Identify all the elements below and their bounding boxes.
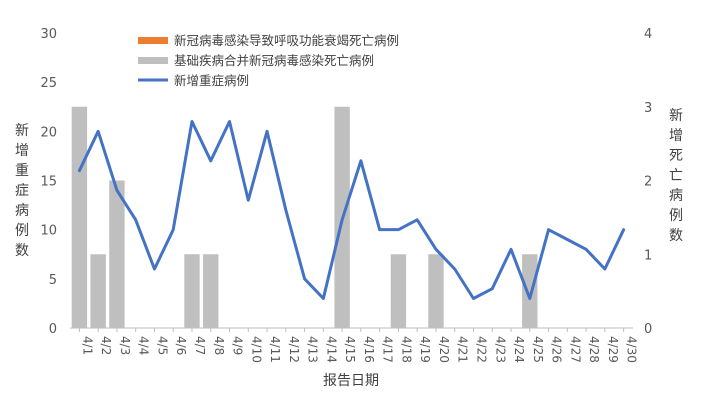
x-tick-label-4-13: 4/13 (306, 336, 320, 363)
x-tick-label-4-12: 4/12 (287, 336, 301, 363)
axis-title-char: 病 (669, 188, 683, 204)
x-tick-label-4-8: 4/8 (212, 336, 226, 355)
bar-underlying-4-3 (109, 180, 125, 328)
x-tick-label-4-17: 4/17 (381, 336, 395, 363)
y-right-tick-label: 3 (644, 101, 652, 116)
x-tick-label-4-6: 4/6 (174, 336, 188, 355)
y-right-tick-label: 4 (644, 27, 652, 42)
axis-title-char: 新 (669, 108, 683, 124)
bar-underlying-4-20 (428, 254, 444, 328)
axis-title-char: 症 (15, 183, 29, 199)
line-layer (77, 120, 626, 300)
axis-title-char: 增 (669, 128, 683, 144)
x-tick-label-4-21: 4/21 (456, 336, 470, 363)
y-left-tick-label: 10 (40, 224, 57, 239)
x-axis-title: 报告日期 (323, 373, 379, 389)
legend-swatch-respiratory-deaths (138, 37, 168, 44)
bar-underlying-4-18 (390, 254, 407, 328)
x-tick-label-4-14: 4/14 (324, 336, 338, 363)
bar-underlying-4-7 (184, 254, 200, 328)
x-tick-label-4-23: 4/23 (493, 336, 507, 363)
y-left-tick-label: 30 (40, 27, 57, 42)
x-tick-label-4-1: 4/1 (80, 336, 94, 355)
axis-title-char: 例 (15, 223, 29, 239)
axis-title-char: 新 (15, 123, 29, 139)
x-tick-label-4-11: 4/11 (268, 336, 282, 363)
y-left-tick-label: 20 (40, 125, 57, 140)
legend-label-respiratory-deaths: 新冠病毒感染导致呼吸功能衰竭死亡病例 (174, 33, 399, 48)
axis-title-char: 例 (669, 208, 683, 224)
x-tick-label-4-5: 4/5 (155, 336, 169, 355)
y-left-tick-label: 25 (40, 76, 57, 91)
line-severe-cases (77, 120, 626, 300)
legend-label-severe-cases: 新增重症病例 (174, 73, 249, 88)
axes-layer (70, 327, 633, 332)
axis-title-char: 死 (669, 148, 683, 164)
axis-title-char: 数 (15, 243, 29, 259)
x-tick-label-4-9: 4/9 (231, 336, 245, 355)
axis-title-char: 重 (15, 163, 29, 179)
bar-underlying-4-2 (90, 254, 106, 328)
x-tick-label-4-3: 4/3 (118, 336, 132, 355)
bar-underlying-4-8 (203, 254, 219, 328)
x-tick-label-4-30: 4/30 (625, 336, 639, 363)
x-tick-label-4-18: 4/18 (399, 336, 413, 363)
x-tick-label-4-15: 4/15 (343, 336, 357, 363)
x-tick-label-4-16: 4/16 (362, 336, 376, 363)
ticks-layer: 0 5 10 15 20 25 30 0 1 2 3 4 4/1 4/2 4/3 4/4 4/5 4/6 4/7 4/… (40, 27, 652, 363)
x-tick-label-4-10: 4/10 (249, 336, 263, 363)
y-left-tick-label: 5 (49, 273, 57, 288)
y-right-tick-label: 2 (644, 175, 652, 190)
x-tick-label-4-20: 4/20 (437, 336, 451, 363)
x-tick-label-4-29: 4/29 (606, 336, 620, 363)
x-tick-label-4-24: 4/24 (512, 336, 526, 363)
axis-title-char: 增 (15, 143, 29, 159)
axis-title-char: 亡 (669, 168, 683, 184)
x-tick-label-4-19: 4/19 (418, 336, 432, 363)
legend-swatch-underlying-deaths (138, 57, 168, 64)
x-tick-label-4-22: 4/22 (474, 336, 488, 363)
legend: 新冠病毒感染导致呼吸功能衰竭死亡病例 基础疾病合并新冠病毒感染死亡病例 新增重症… (138, 33, 399, 88)
x-tick-label-4-4: 4/4 (137, 336, 151, 355)
x-tick-label-4-27: 4/27 (568, 336, 582, 363)
y-left-tick-label: 0 (49, 322, 57, 337)
bars-layer (71, 106, 538, 328)
x-tick-label-4-26: 4/26 (550, 336, 564, 363)
y-right-tick-label: 1 (644, 248, 652, 263)
x-tick-label-4-25: 4/25 (531, 336, 545, 363)
bar-underlying-4-25 (522, 254, 538, 328)
y-right-tick-label: 0 (644, 322, 652, 337)
legend-label-underlying-deaths: 基础疾病合并新冠病毒感染死亡病例 (174, 53, 374, 68)
y-left-tick-label: 15 (40, 175, 57, 190)
x-tick-label-4-7: 4/7 (193, 336, 207, 355)
x-tick-label-4-2: 4/2 (99, 336, 113, 355)
axis-title-char: 病 (15, 203, 29, 219)
x-tick-label-4-28: 4/28 (587, 336, 601, 363)
axis-title-char: 数 (669, 228, 683, 244)
bar-underlying-4-1 (71, 106, 88, 328)
